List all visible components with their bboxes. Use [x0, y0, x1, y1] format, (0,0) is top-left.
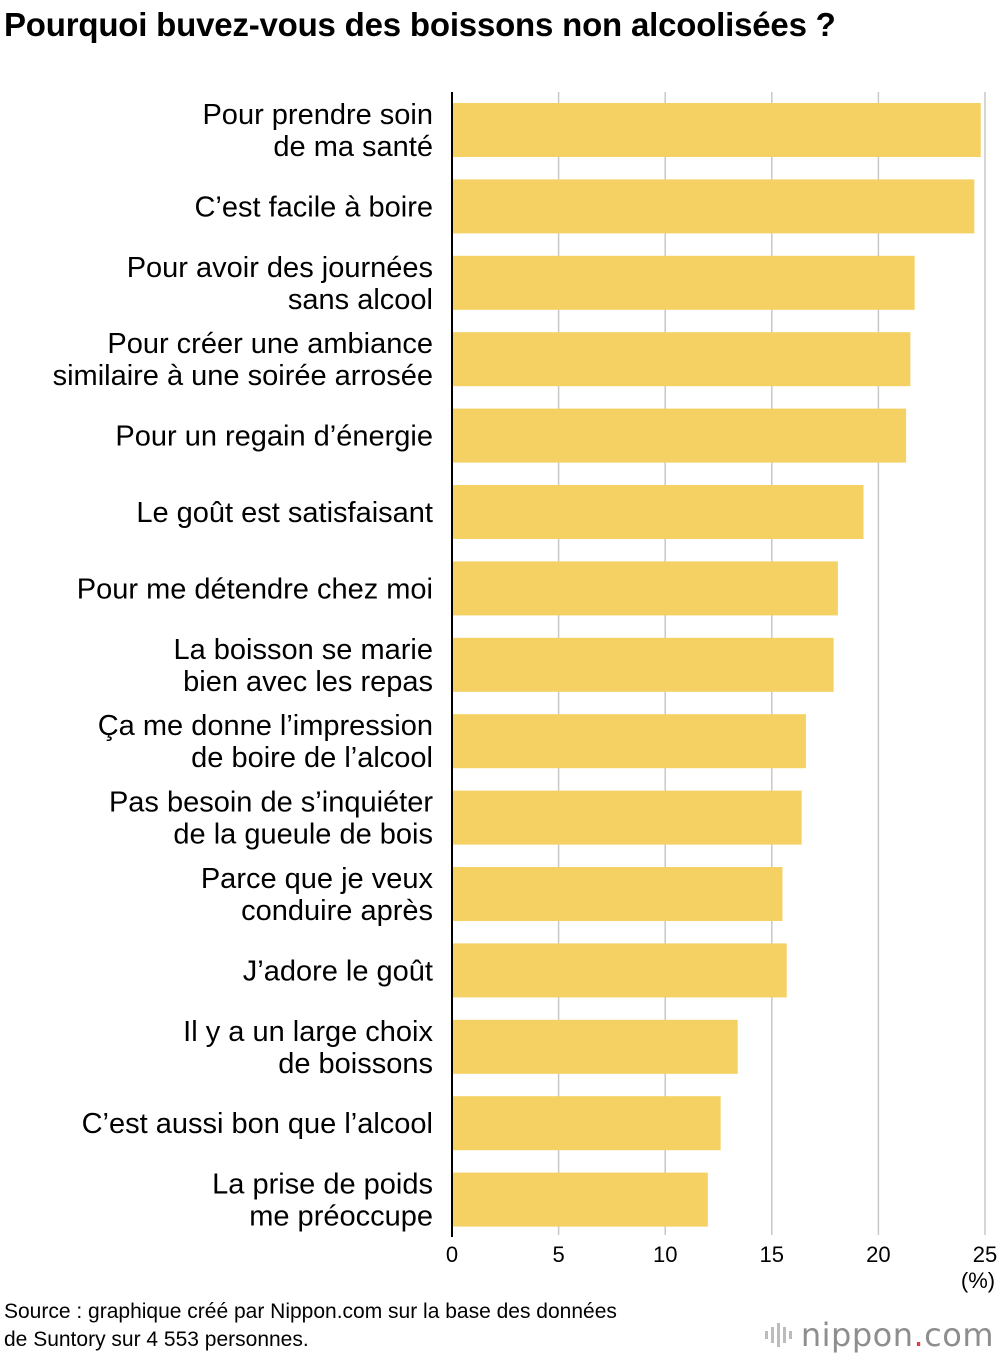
source-line-2: de Suntory sur 4 553 personnes. [4, 1328, 309, 1351]
category-label-15-line-2: me préoccupe [249, 1201, 433, 1233]
category-label-4-line-1: Pour créer une ambiance [107, 328, 433, 360]
logo-text: nippon.com [801, 1316, 994, 1354]
category-label-10-line-1: Pas besoin de s’inquiéter [109, 787, 433, 819]
bar-1 [452, 103, 981, 157]
category-label-13-line-2: de boissons [278, 1048, 433, 1080]
bar-14 [452, 1096, 721, 1151]
category-label-11-line-1: Parce que je veux [201, 863, 434, 895]
bar-4 [452, 332, 911, 387]
logo-dot: . [913, 1316, 925, 1354]
source-note: Source : graphique créé par Nippon.com s… [4, 1298, 764, 1354]
x-tick-label-5: 5 [552, 1242, 564, 1267]
category-label-1-line-2: de ma santé [273, 131, 433, 163]
bar-10 [452, 790, 802, 845]
category-label-10-line-2: de la gueule de bois [173, 819, 433, 851]
category-label-15-line-1: La prise de poids [212, 1169, 433, 1201]
category-label-1-line-1: Pour prendre soin [202, 99, 433, 131]
category-label-6-line-1: Le goût est satisfaisant [136, 497, 433, 529]
bar-5 [452, 408, 907, 463]
bar-7 [452, 561, 838, 616]
category-label-4-line-2: similaire à une soirée arrosée [53, 360, 433, 392]
category-label-5-line-1: Pour un regain d’énergie [115, 421, 433, 453]
x-axis-unit: (%) [961, 1268, 995, 1293]
bar-13 [452, 1019, 738, 1074]
x-tick-label-0: 0 [446, 1242, 458, 1267]
category-label-9-line-2: de boire de l’alcool [191, 742, 433, 774]
bar-11 [452, 867, 783, 921]
bar-2 [452, 179, 975, 234]
bars [452, 103, 981, 1227]
category-label-3-line-2: sans alcool [288, 284, 433, 316]
category-label-7-line-1: Pour me détendre chez moi [77, 573, 433, 605]
bar-3 [452, 255, 915, 310]
category-label-2-line-1: C’est facile à boire [194, 191, 433, 223]
sound-wave-icon [764, 1323, 792, 1347]
category-label-11-line-2: conduire après [241, 895, 433, 927]
chart-title: Pourquoi buvez-vous des boissons non alc… [4, 6, 836, 43]
nippon-logo: nippon.com [764, 1315, 994, 1355]
x-axis-ticks: 0 5 10 15 20 25 [446, 1242, 997, 1267]
bar-15 [452, 1172, 708, 1227]
x-tick-label-25: 25 [973, 1242, 997, 1267]
category-label-12-line-1: J’adore le goût [243, 955, 433, 987]
bar-6 [452, 485, 864, 539]
category-label-8-line-2: bien avec les repas [183, 666, 433, 698]
category-label-3-line-1: Pour avoir des journées [127, 252, 433, 284]
category-label-14-line-1: C’est aussi bon que l’alcool [82, 1108, 433, 1140]
bar-12 [452, 943, 787, 998]
logo-suffix: com [924, 1316, 994, 1354]
bar-8 [452, 637, 834, 692]
x-tick-label-10: 10 [653, 1242, 677, 1267]
source-line-1: Source : graphique créé par Nippon.com s… [4, 1300, 617, 1323]
bar-9 [452, 714, 806, 769]
x-tick-label-15: 15 [760, 1242, 784, 1267]
x-tick-label-20: 20 [866, 1242, 890, 1267]
category-label-8-line-1: La boisson se marie [173, 634, 433, 666]
category-label-13-line-1: Il y a un large choix [183, 1016, 433, 1048]
category-label-9-line-1: Ça me donne l’impression [98, 710, 433, 742]
logo-name: nippon [800, 1316, 914, 1354]
